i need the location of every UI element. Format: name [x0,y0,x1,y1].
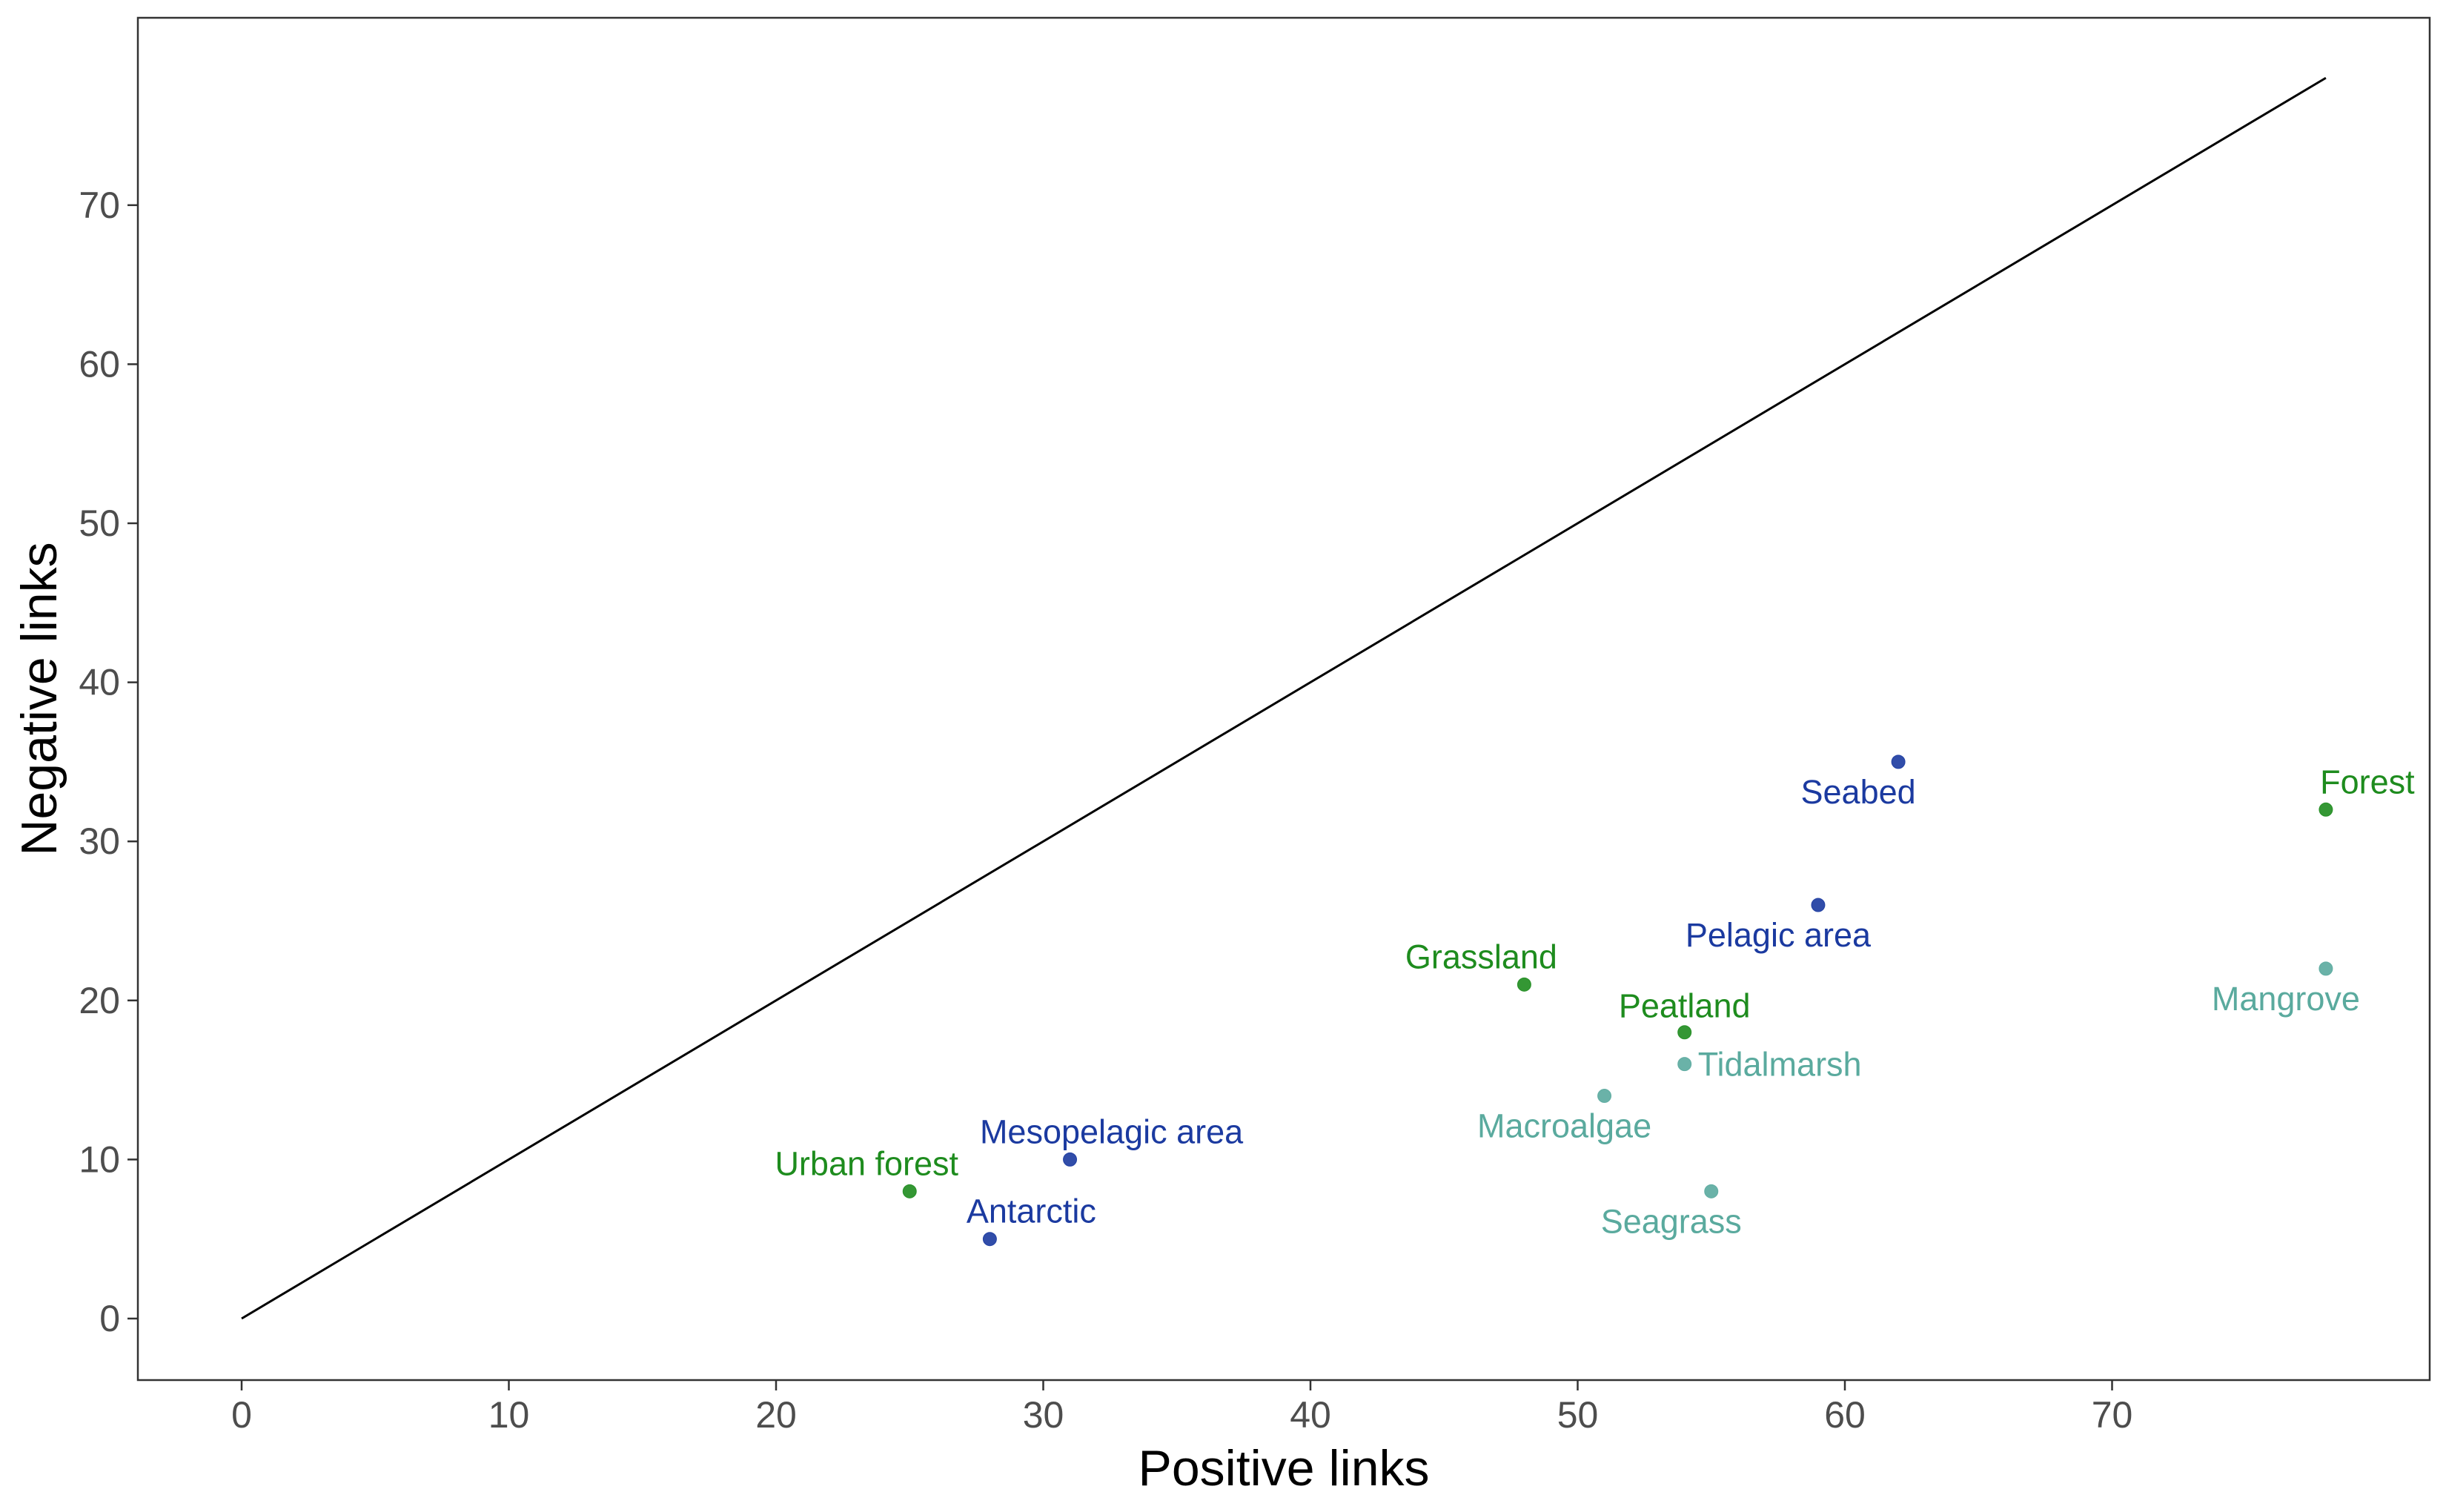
x-tick-label: 50 [1557,1394,1599,1436]
data-point [1517,977,1531,992]
data-label: Mangrove [2212,980,2360,1018]
data-point [2319,802,2333,817]
y-tick-label: 20 [79,980,120,1021]
y-tick-label: 10 [79,1138,120,1180]
data-label: Pelagic area [1686,916,1872,954]
x-tick-label: 0 [231,1394,252,1436]
data-point [902,1184,917,1198]
data-label: Tidalmarsh [1698,1046,1862,1084]
y-tick-label: 30 [79,820,120,862]
data-points [902,755,2333,1247]
y-tick-label: 70 [79,185,120,226]
data-label: Peatland [1619,987,1751,1025]
data-point [1063,1152,1078,1167]
data-label: Antarctic [967,1193,1096,1230]
y-axis: 0 10 20 30 40 50 60 70 [79,185,138,1339]
data-point [1677,1025,1692,1040]
data-point [1811,898,1826,912]
data-label: Macroalgae [1477,1107,1651,1145]
data-label: Mesopelagic area [980,1113,1244,1150]
data-point [1597,1089,1612,1104]
y-axis-title: Negative links [11,542,67,855]
data-point [1891,755,1906,769]
data-point [982,1232,997,1247]
data-point [1704,1184,1719,1198]
x-tick-label: 10 [488,1394,530,1436]
data-label: Seabed [1801,773,1916,811]
x-tick-label: 30 [1023,1394,1064,1436]
x-tick-label: 60 [1824,1394,1866,1436]
x-axis: 0 10 20 30 40 50 60 70 [231,1380,2132,1436]
data-label: Urban forest [775,1144,958,1182]
y-tick-label: 50 [79,503,120,544]
x-tick-label: 40 [1290,1394,1331,1436]
data-label: Grassland [1405,938,1557,975]
data-point [1677,1057,1692,1072]
data-label: Seagrass [1601,1202,1742,1240]
x-axis-title: Positive links [1138,1440,1429,1496]
y-tick-label: 60 [79,343,120,385]
y-tick-label: 40 [79,662,120,703]
data-label: Forest [2320,763,2415,800]
x-tick-label: 70 [2092,1394,2133,1436]
reference-line [241,76,2327,1320]
data-labels: Forest Seabed Pelagic area Mangrove Grasslan… [775,763,2415,1240]
data-point [2319,961,2333,976]
x-tick-label: 20 [755,1394,797,1436]
y-tick-label: 0 [99,1298,120,1339]
